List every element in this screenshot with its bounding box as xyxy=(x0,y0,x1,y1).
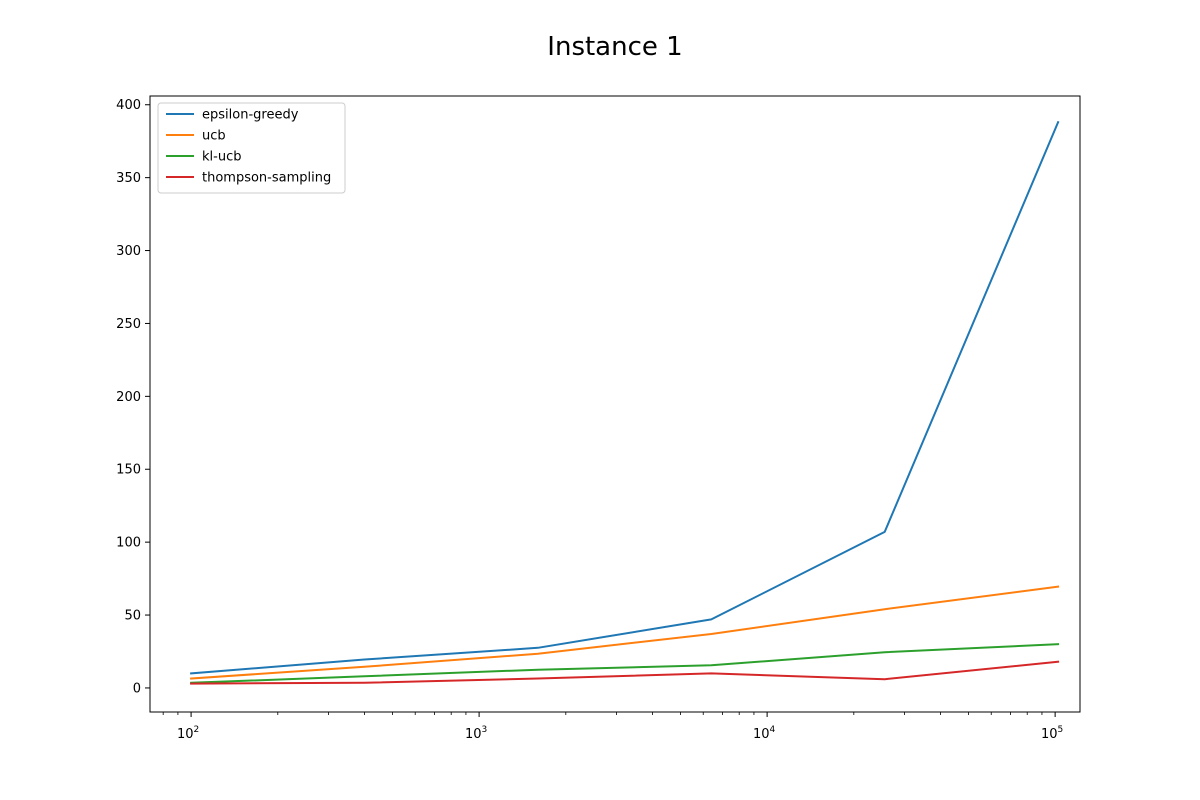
legend: epsilon-greedy ucb kl-ucb thompson-sampling xyxy=(157,102,346,194)
plot-frame xyxy=(149,95,1081,713)
chart-title: Instance 1 xyxy=(547,32,682,62)
y-tick-label-0: 0 xyxy=(133,681,141,696)
y-tick-label-2: 100 xyxy=(116,536,141,551)
x-tick-label-0: 102 xyxy=(177,725,199,742)
series-layer xyxy=(190,120,1060,685)
legend-label-2: kl-ucb xyxy=(202,150,241,165)
legend-label-0: epsilon-greedy xyxy=(202,108,299,123)
y-tick-label-6: 300 xyxy=(116,244,141,259)
series-line-2 xyxy=(190,643,1060,684)
legend-label-1: ucb xyxy=(202,129,226,144)
series-line-3 xyxy=(190,660,1060,685)
series-line-1 xyxy=(190,585,1060,680)
legend-label-3: thompson-sampling xyxy=(202,171,331,186)
y-tick-label-8: 400 xyxy=(116,98,141,113)
y-tick-label-4: 200 xyxy=(116,390,141,405)
x-tick-label-1: 103 xyxy=(465,725,487,742)
axis-layer: 0 50 100 150 200 250 300 350 400 102 103 104 105 xyxy=(116,95,1081,742)
y-tick-label-1: 50 xyxy=(124,609,141,624)
x-tick-label-2: 104 xyxy=(753,725,776,742)
y-tick-label-3: 150 xyxy=(116,463,141,478)
y-tick-label-7: 350 xyxy=(116,171,141,186)
series-line-0 xyxy=(190,120,1060,675)
y-tick-label-5: 250 xyxy=(116,317,141,332)
x-tick-label-3: 105 xyxy=(1041,725,1063,742)
legend-box xyxy=(157,102,346,194)
